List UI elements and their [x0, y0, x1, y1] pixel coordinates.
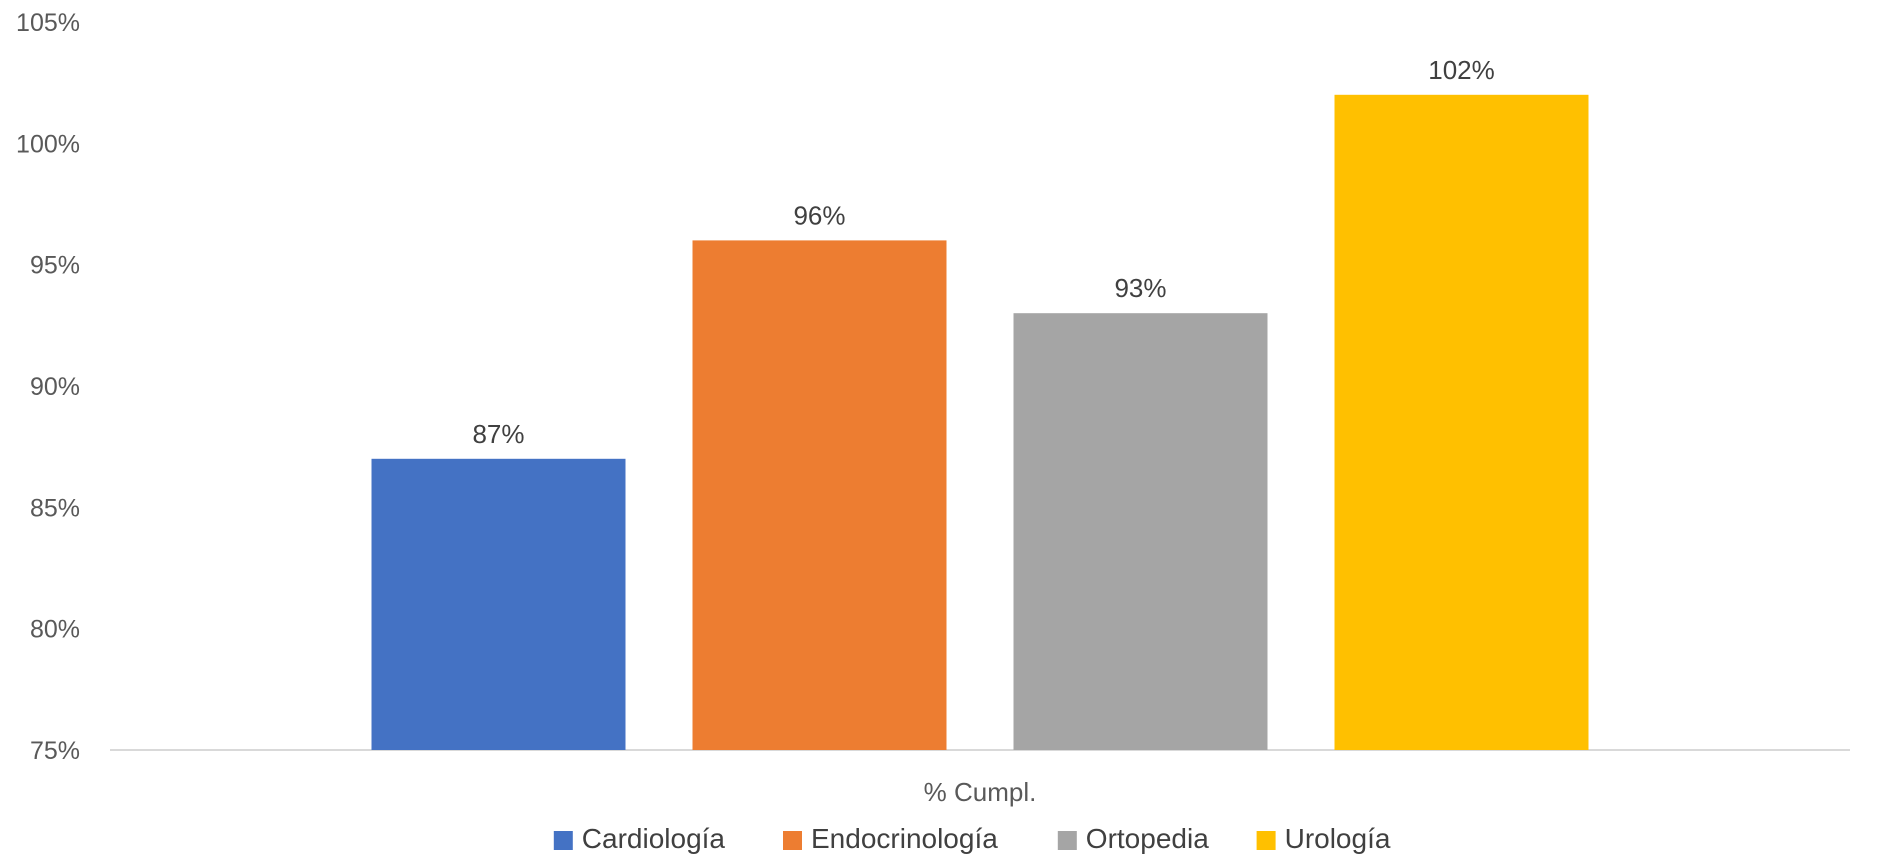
legend-swatch: [553, 831, 573, 850]
y-tick-label: 75%: [30, 737, 80, 765]
bar-1: [371, 458, 626, 750]
y-tick-label: 85%: [30, 494, 80, 522]
y-tick-label: 95%: [30, 252, 80, 280]
legend-item: Urología: [1256, 823, 1391, 854]
legend-item: Endocrinología: [783, 823, 998, 854]
y-tick-label: 105%: [16, 9, 80, 37]
legend-label: Urología: [1285, 823, 1391, 854]
legend-label: Endocrinología: [811, 823, 998, 854]
bar-3: [1013, 313, 1268, 750]
legend-label: Cardiología: [582, 823, 726, 854]
legend-swatch: [1057, 831, 1077, 850]
category-label: % Cumpl.: [924, 777, 1037, 807]
data-label: 96%: [793, 200, 845, 230]
data-label: 93%: [1114, 273, 1166, 303]
data-label: 87%: [472, 419, 524, 449]
y-tick-label: 80%: [30, 616, 80, 644]
legend-item: Ortopedia: [1057, 823, 1209, 854]
y-axis: 75% 80% 85% 90% 95% 100% 105%: [16, 9, 80, 765]
bars: 87% 96% 93% 102%: [371, 55, 1589, 751]
data-label: 102%: [1428, 55, 1495, 85]
legend-label: Ortopedia: [1086, 823, 1209, 854]
y-tick-label: 90%: [30, 373, 80, 401]
bar-2: [692, 240, 947, 750]
bar-4: [1334, 94, 1589, 751]
y-tick-label: 100%: [16, 130, 80, 158]
legend: Cardiología Endocrinología Ortopedia Urolog…: [553, 823, 1391, 854]
legend-item: Cardiología: [553, 823, 726, 854]
legend-swatch: [1256, 831, 1276, 850]
legend-swatch: [783, 831, 802, 850]
